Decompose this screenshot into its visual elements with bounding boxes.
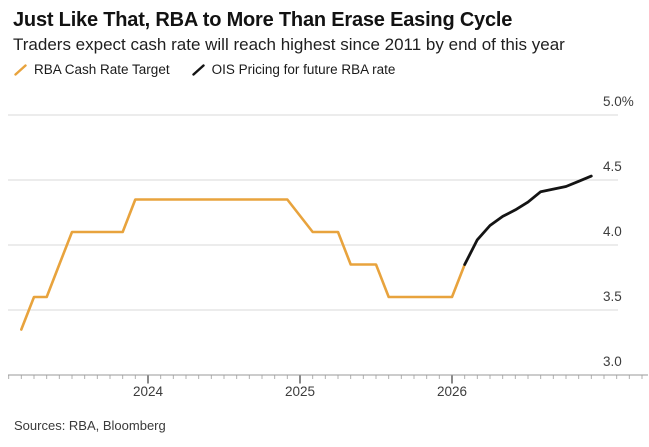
sources-note: Sources: RBA, Bloomberg bbox=[14, 418, 166, 433]
legend-item-rba-cash-rate: RBA Cash Rate Target bbox=[14, 62, 170, 77]
legend-item-ois-pricing: OIS Pricing for future RBA rate bbox=[191, 62, 396, 77]
slash-icon bbox=[191, 63, 205, 76]
legend-item-label: RBA Cash Rate Target bbox=[34, 62, 170, 77]
rba-cash-rate-line bbox=[20, 198, 466, 331]
y-axis-label: 3.5 bbox=[603, 289, 622, 304]
y-axis-label: 3.0 bbox=[603, 354, 622, 369]
y-axis-label: 5.0% bbox=[603, 94, 634, 109]
x-axis-label: 2026 bbox=[436, 384, 468, 399]
y-axis-label: 4.0 bbox=[603, 224, 622, 239]
legend-item-label: OIS Pricing for future RBA rate bbox=[211, 62, 396, 77]
ois-pricing-line bbox=[463, 174, 593, 266]
slash-icon-stroke bbox=[14, 63, 27, 76]
x-axis bbox=[8, 374, 648, 384]
slash-icon bbox=[14, 63, 27, 76]
x-axis-label: 2025 bbox=[284, 384, 316, 399]
page-title: Just Like That, RBA to More Than Erase E… bbox=[13, 9, 513, 31]
page-subtitle: Traders expect cash rate will reach high… bbox=[13, 35, 565, 54]
legend: RBA Cash Rate Target OIS Pricing for fut… bbox=[14, 62, 395, 77]
slash-icon-stroke bbox=[191, 63, 205, 76]
gridlines bbox=[8, 114, 618, 311]
y-axis-label: 4.5 bbox=[603, 159, 622, 174]
series-lines bbox=[20, 174, 593, 331]
x-axis-label: 2024 bbox=[132, 384, 164, 399]
